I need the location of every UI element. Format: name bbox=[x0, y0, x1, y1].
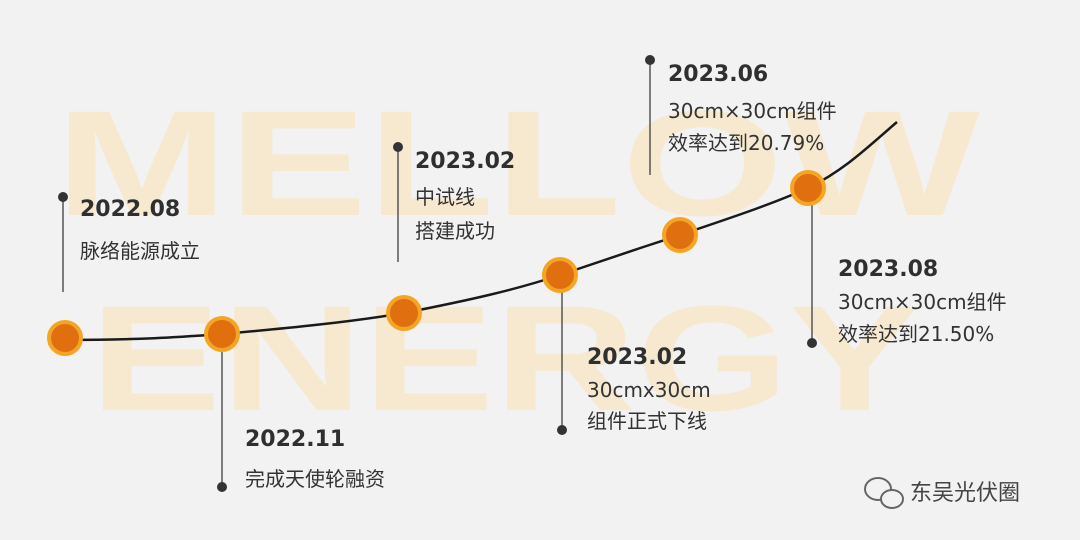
pin-dot bbox=[58, 192, 68, 202]
timeline-node bbox=[790, 170, 826, 206]
timeline-node bbox=[47, 320, 83, 356]
pin-dot bbox=[645, 55, 655, 65]
event-text: 效率达到21.50% bbox=[838, 322, 994, 346]
event-text: 完成天使轮融资 bbox=[245, 467, 385, 491]
watermark: MELLOW bbox=[55, 79, 981, 247]
event-date: 2023.02 bbox=[415, 149, 515, 174]
event-text: 中试线 bbox=[415, 185, 475, 209]
timeline-node bbox=[662, 217, 698, 253]
event-date: 2022.11 bbox=[245, 427, 345, 452]
event-text: 脉络能源成立 bbox=[80, 239, 200, 263]
timeline-node bbox=[542, 257, 578, 293]
event-text: 效率达到20.79% bbox=[668, 131, 824, 155]
event-date: 2022.08 bbox=[80, 197, 180, 222]
event-date: 2023.08 bbox=[838, 257, 938, 282]
event-date: 2023.06 bbox=[668, 62, 768, 87]
pin-dot bbox=[393, 142, 403, 152]
timeline-node bbox=[386, 295, 422, 331]
event-text: 搭建成功 bbox=[415, 219, 495, 243]
wechat-icon bbox=[864, 477, 904, 509]
timeline-node bbox=[204, 316, 240, 352]
watermark: ENERGY bbox=[90, 274, 920, 442]
source-label: 东吴光伏圈 bbox=[910, 481, 1020, 506]
event-text: 30cm×30cm组件 bbox=[838, 290, 1007, 314]
event-text: 30cm×30cm组件 bbox=[668, 99, 837, 123]
event-date: 2023.02 bbox=[587, 345, 687, 370]
pin-dot bbox=[217, 482, 227, 492]
event-text: 30cmx30cm bbox=[587, 378, 711, 402]
pin-dot bbox=[807, 338, 817, 348]
event-text: 组件正式下线 bbox=[587, 409, 707, 433]
pin-dot bbox=[557, 425, 567, 435]
